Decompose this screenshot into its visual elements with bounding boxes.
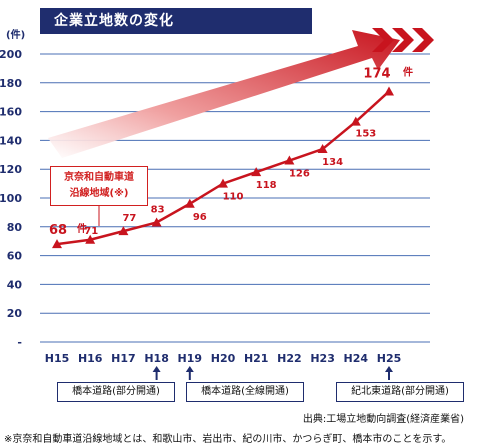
x-tick-label: H16 [78, 352, 103, 365]
x-tick-label: H20 [211, 352, 236, 365]
data-label: 83 [151, 204, 165, 215]
x-tick-label: H24 [344, 352, 369, 365]
data-label-unit: 件 [77, 222, 87, 235]
data-point [251, 167, 262, 177]
data-label: 96 [193, 212, 207, 223]
data-point [85, 234, 96, 244]
y-tick-label: 200 [0, 48, 22, 61]
y-tick-label: 160 [0, 106, 22, 119]
data-label: 153 [355, 129, 376, 140]
trend-arrow-chevron [412, 28, 434, 52]
y-tick-label: 80 [7, 221, 23, 234]
trend-arrow-chevron [372, 28, 394, 52]
x-tick-label: H17 [111, 352, 136, 365]
note-line-1: 京奈和自動車道 [64, 172, 134, 183]
event-arrow-head [152, 366, 161, 372]
y-tick-label: 40 [7, 278, 23, 291]
data-label: 134 [322, 157, 343, 168]
x-tick-label: H21 [244, 352, 269, 365]
data-label: 77 [122, 213, 136, 224]
data-label: 126 [289, 169, 310, 180]
data-point [151, 217, 162, 227]
chart-title: 企業立地数の変化 [40, 8, 312, 34]
y-tick-label: 20 [7, 307, 23, 320]
trend-arrow-chevron [392, 28, 414, 52]
data-label: 118 [256, 180, 277, 191]
x-tick-label: H19 [178, 352, 203, 365]
data-point [184, 198, 195, 208]
data-point [52, 239, 62, 249]
trend-arrow-body [48, 30, 400, 158]
note-line-2: 沿線地域(※) [69, 188, 129, 199]
trend-arrow [48, 28, 434, 158]
data-label: 71 [84, 226, 98, 237]
event-arrow-head [385, 366, 393, 372]
y-tick-label: 180 [0, 77, 22, 90]
event-box-2: 橋本道路(全線開通) [186, 382, 304, 402]
y-tick-label: - [17, 336, 22, 349]
y-tick-label: 140 [0, 134, 22, 147]
source-note: 出典:工場立地動向調査(経済産業省) [302, 414, 464, 425]
event-box-1: 橋本道路(部分開通) [57, 382, 175, 402]
data-label: 174 [363, 66, 390, 81]
y-tick-label: 60 [7, 250, 23, 263]
note-box: 京奈和自動車道 沿線地域(※) [50, 166, 148, 206]
event-arrow-head [185, 366, 194, 372]
data-point [350, 116, 361, 126]
data-point [118, 226, 129, 236]
x-tick-label: H18 [144, 352, 169, 365]
x-tick-label: H15 [45, 352, 70, 365]
x-tick-label: H25 [377, 352, 402, 365]
y-tick-label: 120 [0, 163, 22, 176]
data-point [284, 155, 295, 165]
footnote: ※京奈和自動車道沿線地域とは、和歌山市、岩出市、紀の川市、かつらぎ町、橋本市のこ… [4, 434, 452, 445]
x-tick-label: H23 [310, 352, 335, 365]
data-point [218, 178, 228, 188]
y-tick-label: 100 [0, 192, 22, 205]
x-tick-label: H22 [277, 352, 302, 365]
data-point [317, 144, 328, 154]
data-label-unit: 件 [403, 65, 413, 78]
data-label: 68 [49, 223, 67, 238]
y-axis-label: (件) [6, 28, 25, 41]
event-box-3: 紀北東道路(部分開通) [336, 382, 464, 402]
data-point [384, 86, 394, 96]
data-label: 110 [223, 192, 244, 203]
